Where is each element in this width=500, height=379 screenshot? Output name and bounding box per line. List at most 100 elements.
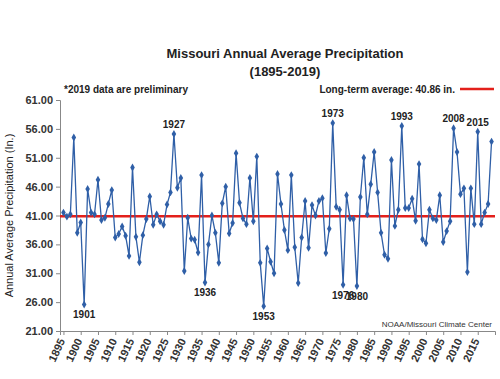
data-point: [365, 210, 370, 218]
data-point: [482, 209, 487, 217]
x-tick-mark: [478, 331, 479, 335]
x-tick-mark: [63, 331, 64, 335]
y-tick-label: 51.00: [25, 152, 53, 164]
data-point: [451, 124, 456, 132]
data-point: [268, 258, 273, 266]
data-point: [61, 209, 66, 217]
legend-label: Long-term average: 40.86 in.: [319, 84, 455, 95]
data-point: [92, 210, 97, 218]
y-tick: 41.00: [25, 210, 60, 222]
x-tick-mark: [150, 331, 151, 335]
y-tick-mark: [56, 187, 60, 188]
x-tick-mark: [184, 331, 185, 335]
data-point: [185, 214, 190, 222]
y-tick-label: 36.00: [25, 238, 53, 250]
data-point: [299, 233, 304, 241]
data-point: [72, 134, 77, 142]
data-point: [286, 246, 291, 254]
data-point: [410, 195, 415, 203]
data-point: [85, 185, 90, 193]
data-point: [144, 215, 149, 223]
data-point: [279, 200, 284, 208]
x-tick-label: 2015: [460, 336, 481, 363]
y-axis-line: [56, 101, 61, 332]
x-tick-mark: [305, 331, 306, 335]
data-point: [489, 138, 494, 146]
data-point: [337, 206, 342, 214]
x-tick-mark: [322, 331, 323, 335]
y-tick-label: 31.00: [25, 267, 53, 279]
data-point: [303, 197, 308, 205]
data-point: [265, 244, 270, 252]
x-axis: 1895190019051910191519201925193019351940…: [46, 331, 495, 364]
x-tick-mark: [426, 331, 427, 335]
data-point: [147, 192, 152, 200]
data-point: [396, 206, 401, 214]
data-point: [103, 214, 108, 222]
note: *2019 data are preliminary: [64, 84, 188, 95]
data-point: [458, 190, 463, 198]
data-point: [251, 217, 256, 225]
data-point: [417, 160, 422, 168]
title: Missouri Annual Average Precipitation: [167, 46, 404, 61]
data-point: [465, 268, 470, 276]
data-point: [151, 221, 156, 229]
data-point: [362, 154, 367, 162]
y-tick-mark: [56, 273, 60, 274]
data-point: [255, 153, 260, 161]
data-point: [372, 148, 377, 156]
data-point: [434, 216, 439, 224]
data-point: [272, 269, 277, 277]
annotation: 2015: [467, 117, 490, 128]
data-point: [355, 282, 360, 290]
data-point: [475, 128, 480, 136]
data-point: [320, 194, 325, 202]
x-axis-line: [61, 332, 496, 336]
data-point: [375, 188, 380, 196]
data-point: [327, 225, 332, 233]
data-point: [289, 171, 294, 179]
data-point: [386, 255, 391, 263]
data-point: [175, 184, 180, 192]
data-point: [179, 174, 184, 182]
legend-swatch: [460, 88, 494, 91]
data-point: [382, 251, 387, 259]
data-point: [141, 231, 146, 239]
x-tick-mark: [391, 331, 392, 335]
data-point: [469, 184, 474, 192]
x-tick: 2015: [460, 331, 481, 364]
data-point: [217, 259, 222, 267]
y-tick-mark: [56, 331, 60, 332]
data-point: [78, 218, 83, 226]
data-point: [213, 229, 218, 237]
data-point: [341, 281, 346, 289]
annotation: 1993: [391, 111, 414, 122]
y-tick: 36.00: [25, 238, 60, 250]
y-tick-label: 61.00: [25, 94, 53, 106]
annotation: 2008: [442, 113, 465, 124]
y-tick-mark: [56, 244, 60, 245]
data-point: [68, 210, 73, 218]
data-point: [203, 279, 208, 287]
data-point: [89, 209, 94, 217]
annotation: 1901: [73, 309, 96, 320]
x-tick-mark: [98, 331, 99, 335]
data-point: [199, 171, 204, 179]
data-point: [400, 122, 405, 130]
data-point: [448, 217, 453, 225]
data-point: [130, 164, 135, 172]
y-tick-mark: [56, 302, 60, 303]
x-tick-mark: [340, 331, 341, 335]
data-point: [351, 215, 356, 223]
y-tick-label: 46.00: [25, 181, 53, 193]
data-point: [275, 170, 280, 178]
data-point: [161, 221, 166, 229]
data-point: [172, 130, 177, 138]
data-point: [344, 191, 349, 199]
y-tick-mark: [56, 216, 60, 217]
data-point: [116, 230, 121, 238]
data-point: [427, 206, 432, 214]
data-point: [210, 212, 215, 220]
data-point: [82, 300, 87, 308]
data-point: [223, 183, 228, 191]
